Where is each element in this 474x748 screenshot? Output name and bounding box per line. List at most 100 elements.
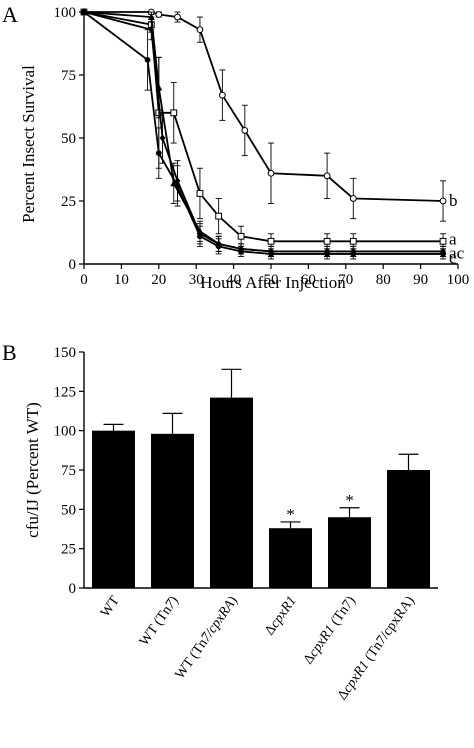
a-data-point [268, 247, 274, 256]
a-data-point [324, 247, 330, 256]
panel-b-bars: ** [92, 368, 430, 588]
a-x-tick-label: 60 [301, 272, 316, 288]
a-data-point [144, 56, 151, 63]
category-label: ΔcpxR1 [262, 594, 300, 639]
a-data-point [241, 127, 249, 134]
a-y-tick-label: 25 [61, 194, 76, 210]
a-x-tick-label: 100 [447, 272, 470, 288]
significance-marker: * [286, 505, 295, 524]
a-data-point [323, 172, 331, 180]
a-data-point [323, 237, 331, 245]
a-y-tick-label: 0 [69, 257, 77, 273]
a-data-point [440, 247, 446, 256]
b-y-tick-label: 25 [61, 542, 76, 558]
b-y-tick-label: 150 [54, 345, 77, 361]
a-x-tick-label: 20 [151, 272, 166, 288]
panel-label-a: A [2, 2, 18, 27]
category-label-plain: WT [98, 593, 123, 620]
a-data-point [267, 169, 275, 177]
a-series-open-circle [80, 8, 447, 222]
a-data-point [439, 197, 447, 205]
b-y-tick-label: 0 [69, 581, 77, 597]
a-series-line [83, 11, 444, 253]
a-series-label: a [449, 229, 457, 248]
b-y-tick-label: 75 [61, 463, 76, 479]
panel-a-axes: 0 25 50 75 100 0 10 20 30 40 50 60 70 80 90 100 [54, 5, 470, 288]
a-data-point [218, 91, 226, 99]
a-x-tick-label: 10 [114, 272, 129, 288]
a-data-point [196, 190, 204, 197]
a-series-line [83, 11, 444, 253]
a-data-point [349, 237, 357, 245]
a-series-label: c [449, 248, 457, 267]
a-x-tick-label: 50 [264, 272, 279, 288]
a-y-tick-label: 75 [61, 68, 76, 84]
a-data-point [155, 11, 163, 18]
panel-a-x-axis-title: Hours After Injection [200, 273, 346, 292]
a-data-point [148, 25, 155, 34]
panel-label-b: B [2, 340, 17, 365]
a-x-tick-label: 80 [376, 272, 391, 288]
a-data-point [147, 13, 155, 20]
b-y-tick-label: 125 [54, 384, 77, 400]
a-data-point [439, 237, 447, 245]
a-data-point [170, 109, 178, 117]
a-data-point [237, 232, 245, 240]
a-x-tick-label: 30 [189, 272, 204, 288]
category-label: WT (Tn7) [137, 593, 182, 648]
b-y-tick-label: 50 [61, 502, 76, 518]
a-data-point [174, 176, 181, 185]
a-series-open-square [80, 8, 447, 250]
panel-a-series [80, 8, 447, 260]
a-data-point [196, 26, 204, 34]
panel-b-y-axis-title: cfu/IJ (Percent WT) [23, 402, 42, 538]
a-data-point [267, 237, 275, 245]
significance-marker: * [345, 491, 354, 510]
panel-a-survival-chart: A Percent Insect Survival Hours After In… [2, 2, 469, 292]
a-x-tick-label: 0 [80, 272, 88, 288]
category-label: WT [98, 593, 123, 620]
a-data-point [155, 150, 162, 157]
category-label: WT (Tn7/cpxRA) [173, 593, 241, 682]
panel-a-y-axis-title: Percent Insect Survival [19, 65, 38, 223]
a-series-line [84, 11, 444, 202]
category-label-italic: 7/cpxRA [199, 597, 239, 645]
a-series-filled-triangle [80, 8, 447, 257]
a-series-filled-diamond [81, 8, 447, 257]
bar [210, 397, 253, 588]
a-x-tick-label: 40 [226, 272, 241, 288]
category-label-plain: WT (Tn [173, 636, 211, 682]
a-data-point [159, 134, 166, 142]
a-series-filled-circle [81, 9, 447, 260]
category-label-suffix: (Tn7/cpxRA) [360, 593, 418, 667]
a-x-tick-label: 90 [413, 272, 428, 288]
panel-b-bar-chart: B cfu/IJ (Percent WT) 0 25 50 75 100 125 150 *… [2, 340, 438, 703]
a-data-point [350, 247, 357, 256]
a-series-line [83, 11, 444, 243]
bar [92, 430, 135, 588]
a-data-point [215, 212, 223, 220]
category-label-plain: WT (Tn [137, 603, 175, 649]
category-label-suffix: (Tn7) [326, 593, 359, 631]
panel-b-axes: 0 25 50 75 100 125 150 [54, 345, 438, 597]
a-y-tick-label: 50 [61, 131, 76, 147]
a-data-point [349, 195, 357, 202]
a-y-tick-label: 100 [54, 5, 77, 21]
a-data-point [81, 8, 87, 16]
b-y-tick-label: 100 [54, 424, 77, 440]
a-series-label: b [449, 191, 458, 210]
bar [328, 517, 371, 588]
bar [269, 528, 312, 588]
a-data-point [197, 229, 203, 238]
a-data-point [215, 239, 222, 248]
a-series-label: ac [449, 243, 465, 262]
bar [151, 433, 194, 588]
a-series-line [83, 11, 444, 255]
bar [387, 470, 430, 588]
a-data-point [174, 13, 181, 21]
category-label-italic: cpxR1 [267, 594, 299, 631]
a-x-tick-label: 70 [338, 272, 353, 288]
